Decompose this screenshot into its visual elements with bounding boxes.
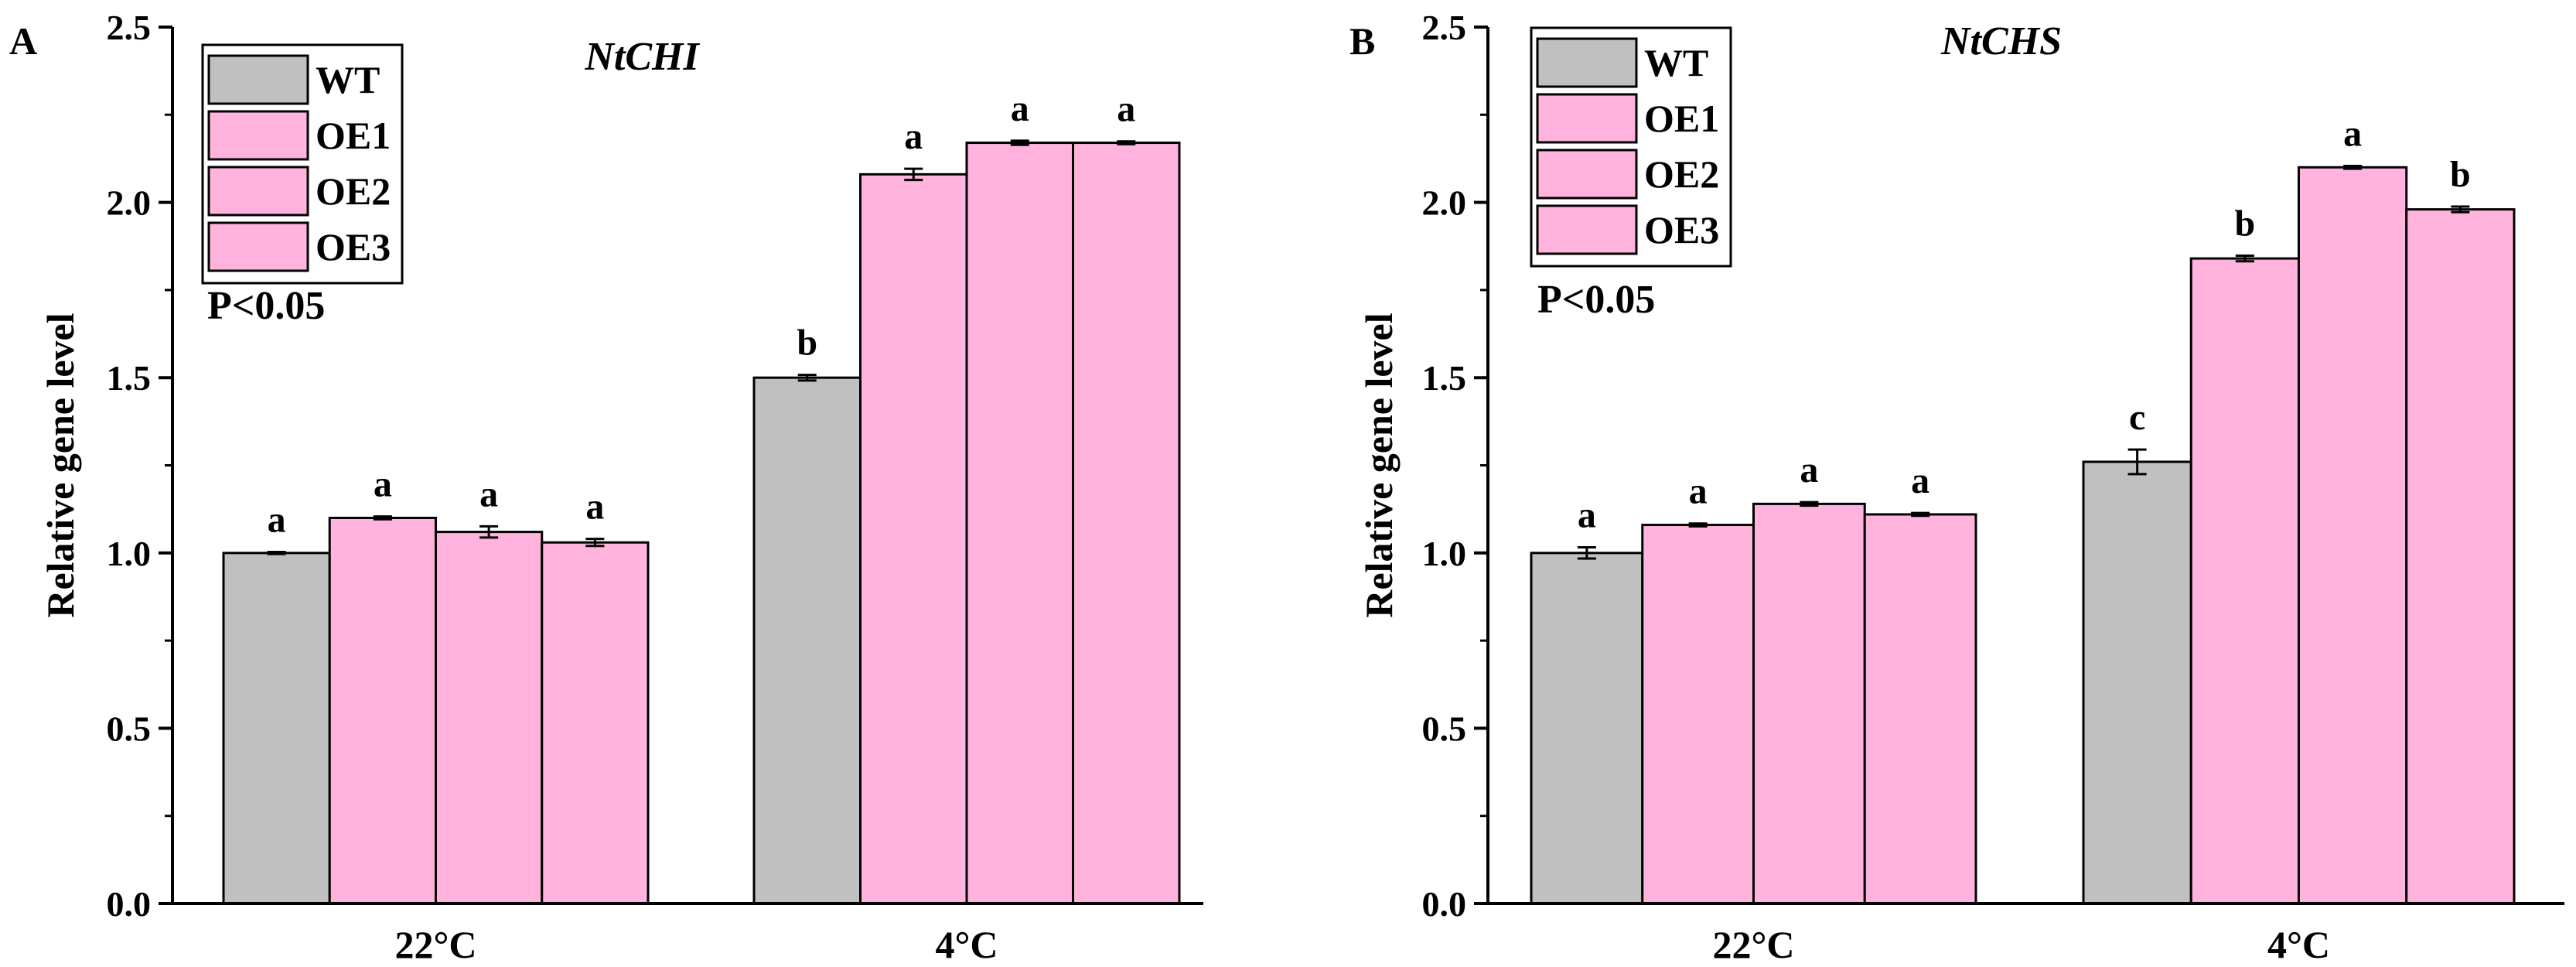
y-tick-label: 1.0 [1422,534,1467,573]
significance-note: P<0.05 [207,284,325,328]
significance-letter: a [479,473,498,514]
bar-oe3-2 [2405,208,2516,905]
y-tick-label: 0.0 [1422,884,1467,924]
error-bar-wt-2 [2127,448,2147,476]
bar-oe3-1 [541,541,650,905]
y-tick-label: 1.0 [107,534,152,573]
y-axis-label: Relative gene level [1357,313,1401,617]
bar-wt-2 [2082,460,2192,905]
error-bar-oe1-1 [373,515,392,521]
error-bar-oe3-2 [1117,140,1136,145]
y-tick-label: 0.0 [107,884,152,924]
error-bar-oe1-2 [2235,254,2254,263]
significance-letter: a [1011,88,1029,129]
error-bar-oe3-2 [2451,205,2470,214]
significance-letter: a [1800,449,1818,490]
y-tick-label: 1.5 [107,358,152,398]
bar-oe2-1 [435,531,544,905]
error-bar-oe2-2 [1010,139,1029,146]
error-bar-oe2-2 [2343,164,2363,170]
legend-frame [201,43,404,285]
legend-label: OE3 [316,225,391,268]
y-tick-label: 2.0 [107,183,152,223]
x-tick-label: 4°C [935,923,998,966]
x-tick-label: 4°C [2267,923,2330,966]
legend-swatch-oe1 [1536,93,1638,144]
significance-letter: a [1689,471,1708,512]
bar-oe3-2 [1072,142,1181,905]
legend-label: OE3 [1644,208,1719,251]
legend-swatch-wt [1536,37,1638,88]
legend-swatch-oe1 [207,110,309,161]
x-tick-label: 22°C [394,923,476,966]
significance-letter: a [1578,495,1596,536]
y-tick-label: 0.5 [1422,709,1467,748]
y-tick-label: 1.5 [1422,358,1467,398]
y-tick-label: 0.5 [107,709,152,748]
legend: WT OE1 OE2 OE3 [1530,26,1732,268]
bar-wt-2 [752,376,862,905]
significance-letter: b [797,323,817,364]
bar-oe1-2 [859,173,968,905]
chart-panel-a: a a a a 22°C b a a a 4°C 0.0 0.5 1.0 1.5 2.0 2.5 Relativ… [9,8,1203,966]
significance-letter: a [585,487,604,528]
bar-wt-1 [1530,552,1644,905]
legend-label: OE2 [1644,152,1719,196]
bar-oe2-1 [1752,502,1866,905]
chart-title: NtCHI [584,35,700,79]
panel-label: A [9,19,37,63]
significance-note: P<0.05 [1537,278,1655,322]
significance-letter: b [2450,154,2471,195]
legend-label: OE2 [316,169,391,213]
legend-swatch-wt [207,54,309,105]
legend-label: WT [316,58,380,101]
significance-letter: a [374,464,392,505]
legend-label: WT [1644,41,1708,84]
error-bar-wt-2 [797,374,817,382]
error-bar-oe2-1 [1800,501,1819,507]
bar-oe1-1 [1641,524,1755,905]
bar-oe3-1 [1863,513,1977,905]
legend-swatch-oe2 [207,166,309,217]
significance-letter: a [2343,113,2362,154]
significance-letter: a [1117,89,1135,130]
chart-panel-b: a a a a 22°C c b a b 4°C 0.0 0.5 1.0 1.5 2.0 2.5 Relativ… [1349,8,2564,966]
y-tick-label: 2.0 [1422,183,1467,223]
legend-swatch-oe2 [1536,149,1638,200]
y-tick-label: 2.5 [1422,8,1467,47]
legend-frame [1530,26,1732,268]
error-bar-wt-1 [1577,546,1596,560]
legend-swatch-oe3 [1536,204,1638,255]
panel-label: B [1349,19,1375,63]
x-tick-label: 22°C [1712,923,1794,966]
error-bar-wt-1 [267,550,286,555]
error-bar-oe2-1 [479,525,499,539]
y-axis-label: Relative gene level [39,313,82,617]
significance-letter: c [2129,397,2145,438]
error-bar-oe3-1 [1911,511,1930,518]
bar-oe2-2 [965,142,1074,905]
legend-label: OE1 [1644,97,1719,140]
bar-oe1-1 [328,516,437,905]
legend-label: OE1 [316,114,391,157]
bar-oe2-2 [2298,166,2408,905]
y-tick-label: 2.5 [107,8,152,47]
error-bar-oe3-1 [585,538,605,548]
significance-letter: a [1911,460,1929,501]
legend-swatch-oe3 [207,221,309,272]
significance-letter: a [268,499,286,540]
legend: WT OE1 OE2 OE3 [201,43,404,285]
error-bar-oe1-2 [904,167,923,182]
bar-wt-1 [222,552,331,905]
significance-letter: a [904,116,923,157]
significance-letter: b [2235,203,2256,244]
chart-title: NtCHS [1940,19,2062,63]
error-bar-oe1-1 [1688,522,1708,528]
bar-oe1-2 [2189,257,2300,905]
